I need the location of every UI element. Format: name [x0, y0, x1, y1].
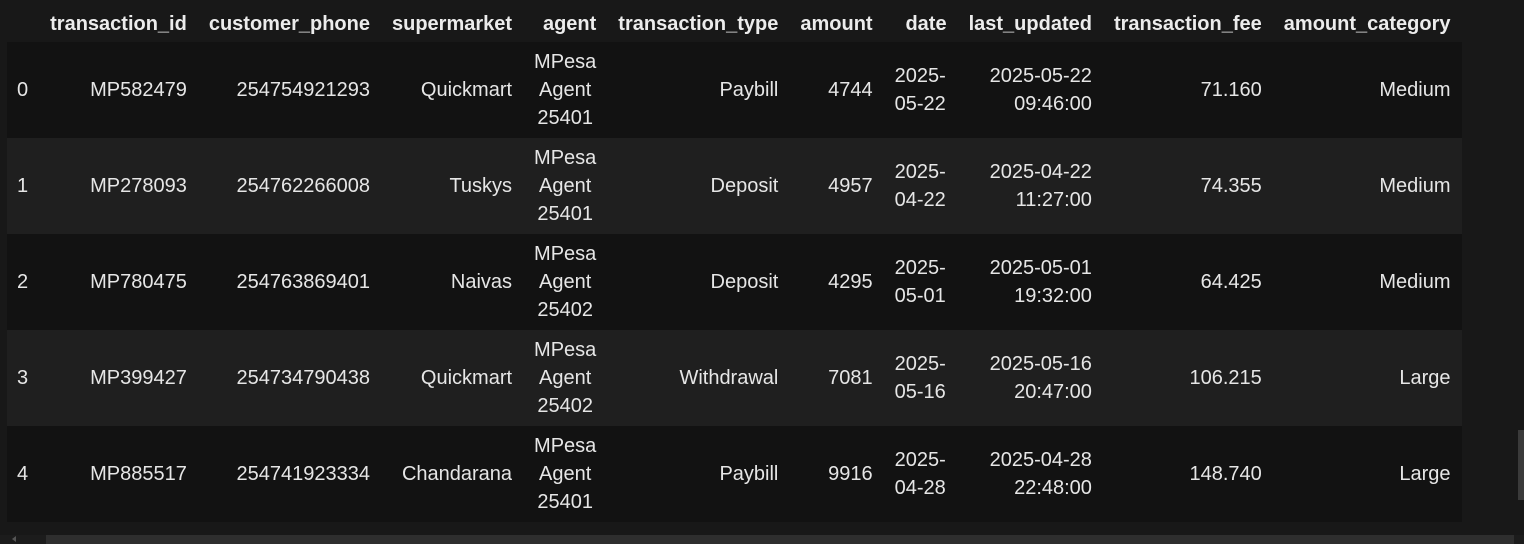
cell-amount: 9916	[828, 463, 873, 485]
column-header-date: date	[883, 6, 958, 42]
cell-date: 2025-05-16	[894, 353, 946, 403]
cell-transaction-id: MP399427	[90, 367, 187, 389]
cell-date: 2025-04-28	[894, 449, 946, 499]
cell-last-updated: 2025-05-22 09:46:00	[989, 65, 1092, 115]
cell-amount: 7081	[828, 367, 873, 389]
table-header: transaction_id customer_phone supermarke…	[7, 6, 1462, 42]
table-row: 1 MP278093 254762266008 Tuskys MPesa Age…	[7, 138, 1462, 234]
cell-transaction-fee: 106.215	[1189, 367, 1262, 389]
table-row: 2 MP780475 254763869401 Naivas MPesa Age…	[7, 234, 1462, 330]
column-header-customer-phone: customer_phone	[197, 6, 381, 42]
cell-amount-category: Medium	[1379, 271, 1451, 293]
cell-transaction-type: Paybill	[719, 463, 779, 485]
horizontal-scrollbar[interactable]	[0, 535, 1524, 544]
cell-last-updated: 2025-05-16 20:47:00	[989, 353, 1092, 403]
row-index: 3	[17, 367, 29, 389]
cell-agent: MPesa Agent 25401	[534, 147, 597, 225]
cell-transaction-fee: 74.355	[1200, 175, 1262, 197]
cell-amount: 4295	[828, 271, 873, 293]
cell-date: 2025-05-01	[894, 257, 946, 307]
cell-transaction-type: Withdrawal	[679, 367, 779, 389]
cell-supermarket: Chandarana	[401, 463, 513, 485]
column-header-agent: agent	[523, 6, 608, 42]
cell-last-updated: 2025-04-28 22:48:00	[989, 449, 1092, 499]
chevron-left-icon[interactable]	[12, 536, 16, 542]
row-index: 4	[17, 463, 29, 485]
cell-customer-phone: 254734790438	[236, 367, 370, 389]
column-header-last-updated: last_updated	[957, 6, 1103, 42]
row-index: 2	[17, 271, 29, 293]
cell-transaction-id: MP582479	[90, 79, 187, 101]
vertical-scrollbar-thumb[interactable]	[1518, 430, 1524, 500]
table-row: 4 MP885517 254741923334 Chandarana MPesa…	[7, 426, 1462, 522]
column-header-amount-category: amount_category	[1272, 6, 1462, 42]
cell-transaction-type: Paybill	[719, 79, 779, 101]
cell-transaction-id: MP780475	[90, 271, 187, 293]
dataframe-table: transaction_id customer_phone supermarke…	[7, 6, 1462, 522]
cell-transaction-fee: 148.740	[1189, 463, 1262, 485]
row-index: 0	[17, 79, 29, 101]
cell-agent: MPesa Agent 25402	[534, 243, 597, 321]
cell-agent: MPesa Agent 25401	[534, 51, 597, 129]
table-row: 0 MP582479 254754921293 Quickmart MPesa …	[7, 42, 1462, 138]
cell-amount: 4744	[828, 79, 873, 101]
column-header-transaction-type: transaction_type	[607, 6, 790, 42]
cell-customer-phone: 254741923334	[236, 463, 370, 485]
cell-transaction-id: MP885517	[90, 463, 187, 485]
cell-transaction-id: MP278093	[90, 175, 187, 197]
cell-amount-category: Large	[1399, 463, 1451, 485]
column-header-transaction-id: transaction_id	[39, 6, 198, 42]
cell-customer-phone: 254763869401	[236, 271, 370, 293]
cell-supermarket: Quickmart	[420, 79, 513, 101]
table-body: 0 MP582479 254754921293 Quickmart MPesa …	[7, 42, 1462, 522]
horizontal-scrollbar-thumb[interactable]	[46, 535, 1514, 544]
cell-transaction-type: Deposit	[710, 271, 779, 293]
column-header-transaction-fee: transaction_fee	[1102, 6, 1273, 42]
row-index: 1	[17, 175, 29, 197]
cell-date: 2025-04-22	[894, 161, 946, 211]
header-row: transaction_id customer_phone supermarke…	[7, 6, 1462, 42]
cell-last-updated: 2025-05-01 19:32:00	[989, 257, 1092, 307]
column-header-amount: amount	[789, 6, 884, 42]
cell-supermarket: Quickmart	[420, 367, 513, 389]
cell-amount-category: Medium	[1379, 79, 1451, 101]
column-header-index	[7, 6, 40, 42]
table-row: 3 MP399427 254734790438 Quickmart MPesa …	[7, 330, 1462, 426]
column-header-supermarket: supermarket	[380, 6, 524, 42]
cell-supermarket: Naivas	[450, 271, 513, 293]
cell-supermarket: Tuskys	[449, 175, 513, 197]
cell-amount-category: Medium	[1379, 175, 1451, 197]
cell-transaction-type: Deposit	[710, 175, 779, 197]
cell-amount: 4957	[828, 175, 873, 197]
cell-last-updated: 2025-04-22 11:27:00	[989, 161, 1092, 211]
cell-customer-phone: 254754921293	[236, 79, 370, 101]
cell-amount-category: Large	[1399, 367, 1451, 389]
cell-agent: MPesa Agent 25402	[534, 339, 597, 417]
cell-transaction-fee: 64.425	[1200, 271, 1262, 293]
cell-customer-phone: 254762266008	[236, 175, 370, 197]
cell-agent: MPesa Agent 25401	[534, 435, 597, 513]
cell-date: 2025-05-22	[894, 65, 946, 115]
cell-transaction-fee: 71.160	[1200, 79, 1262, 101]
